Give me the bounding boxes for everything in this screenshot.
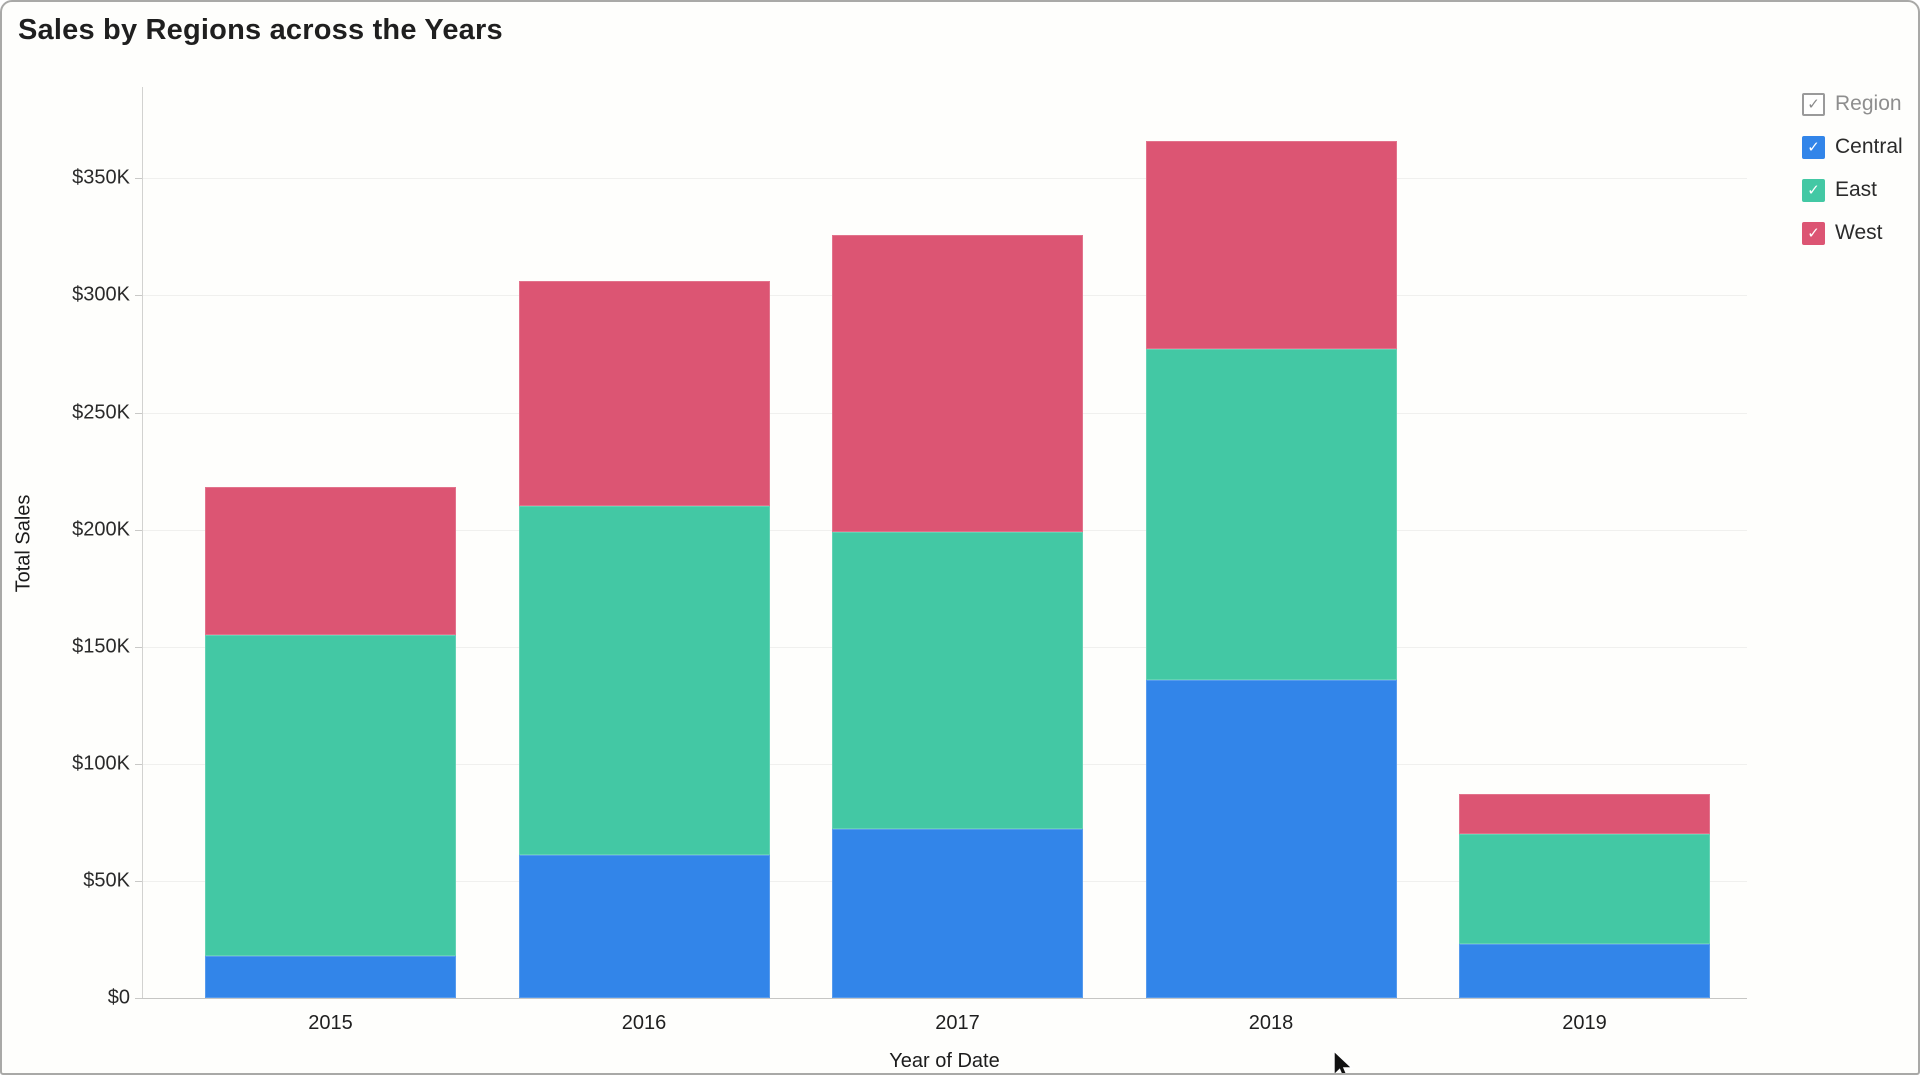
legend-item-west: ✓ West	[1802, 221, 1903, 245]
x-tick-label-2019: 2019	[1562, 1012, 1607, 1034]
legend-header-checkbox[interactable]: ✓	[1802, 92, 1825, 116]
y-tick-mark	[135, 998, 142, 999]
x-tick-label-2017: 2017	[935, 1012, 980, 1034]
bar-2019[interactable]	[1459, 87, 1710, 998]
y-tick-mark	[135, 880, 142, 882]
bar-segment-2019-west[interactable]	[1459, 794, 1710, 835]
bar-2018[interactable]	[1145, 87, 1397, 998]
bar-segment-2018-central[interactable]	[1145, 679, 1397, 998]
x-axis-line	[142, 998, 1747, 999]
bar-segment-2016-west[interactable]	[518, 281, 770, 507]
y-tick-mark	[135, 763, 142, 765]
x-tick-label-2015: 2015	[308, 1012, 353, 1034]
bar-segment-2018-east[interactable]	[1145, 349, 1397, 680]
bar-2017[interactable]	[832, 87, 1083, 998]
bar-segment-2016-east[interactable]	[518, 506, 770, 856]
legend-item-central-checkbox[interactable]: ✓	[1802, 135, 1825, 159]
bar-segment-2016-central[interactable]	[518, 855, 770, 998]
bar-segment-2015-central[interactable]	[205, 955, 456, 998]
legend-header: ✓ Region	[1802, 92, 1903, 116]
legend-item-east-checkbox[interactable]: ✓	[1802, 178, 1825, 202]
bar-segment-2018-west[interactable]	[1145, 140, 1397, 350]
x-axis-title: Year of Date	[889, 1050, 1000, 1072]
y-tick-mark	[135, 295, 142, 297]
bar-2016[interactable]	[518, 87, 770, 998]
y-tick-mark	[135, 646, 142, 648]
bar-segment-2015-west[interactable]	[205, 487, 456, 636]
bar-segment-2017-west[interactable]	[832, 234, 1083, 532]
y-tick-mark	[135, 412, 142, 414]
bar-segment-2017-east[interactable]	[832, 531, 1083, 830]
x-tick-label-2018: 2018	[1248, 1012, 1294, 1034]
legend-item-east-label: East	[1835, 178, 1878, 201]
legend-item-west-label: West	[1835, 221, 1883, 244]
bar-2015[interactable]	[205, 87, 456, 998]
legend-item-central: ✓ Central	[1802, 135, 1903, 159]
bar-segment-2019-central[interactable]	[1459, 944, 1710, 998]
legend-item-central-label: Central	[1835, 135, 1903, 158]
y-tick-label: $250K	[72, 401, 130, 424]
legend: ✓ Region ✓ Central ✓ East ✓ West	[1802, 92, 1903, 264]
legend-item-west-checkbox[interactable]: ✓	[1802, 221, 1825, 245]
y-tick-mark	[135, 529, 142, 531]
x-tick-label-2016: 2016	[621, 1012, 667, 1034]
y-tick-label: $300K	[72, 283, 130, 306]
y-tick-label: $200K	[72, 518, 130, 541]
chart-title: Sales by Regions across the Years	[18, 14, 503, 46]
y-axis-line	[142, 87, 143, 998]
y-axis-title: Total Sales	[12, 494, 35, 593]
y-tick-label: $50K	[83, 869, 130, 892]
legend-header-label: Region	[1835, 92, 1902, 115]
mouse-cursor	[1333, 1050, 1354, 1073]
gridline-$350K	[142, 178, 1747, 180]
y-tick-label: $150K	[72, 635, 130, 658]
y-tick-mark	[135, 178, 142, 180]
bar-segment-2015-east[interactable]	[205, 635, 456, 956]
y-tick-label: $350K	[72, 166, 130, 189]
bar-segment-2019-east[interactable]	[1459, 834, 1710, 945]
legend-item-east: ✓ East	[1802, 178, 1903, 202]
bar-segment-2017-central[interactable]	[832, 829, 1083, 998]
y-tick-label: $0	[107, 986, 130, 1009]
y-tick-label: $100K	[72, 752, 130, 775]
